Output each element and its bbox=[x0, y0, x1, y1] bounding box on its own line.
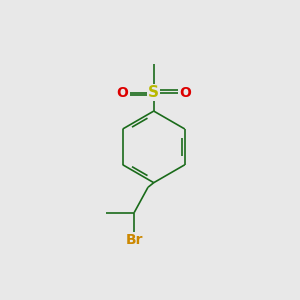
Text: O: O bbox=[179, 85, 191, 100]
Text: S: S bbox=[148, 85, 159, 100]
Text: O: O bbox=[117, 85, 128, 100]
Text: Br: Br bbox=[125, 233, 143, 248]
